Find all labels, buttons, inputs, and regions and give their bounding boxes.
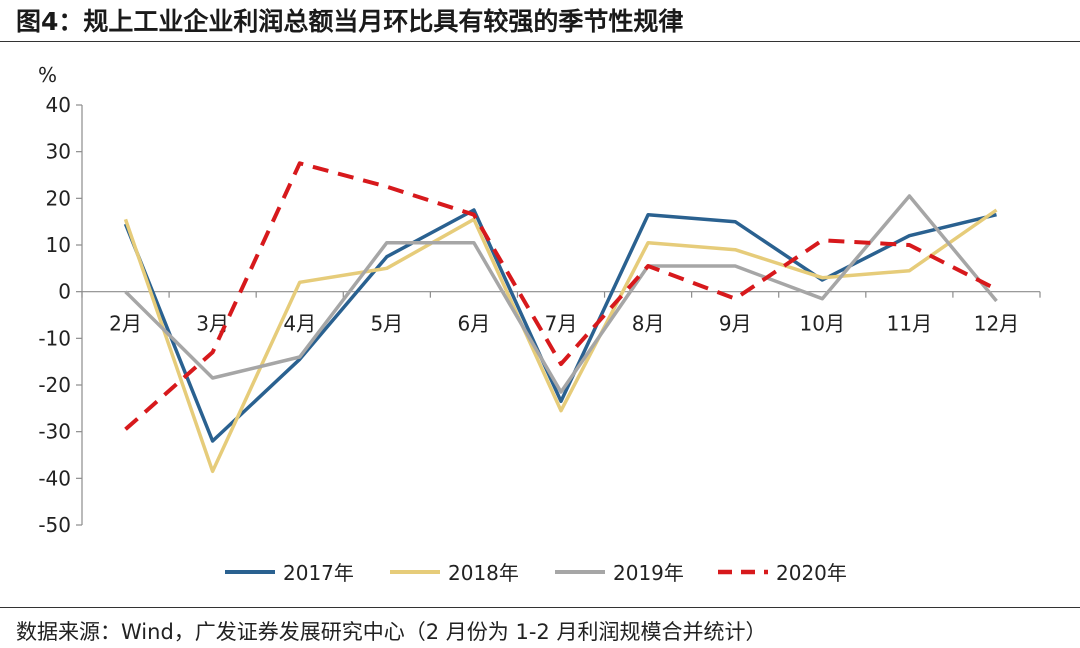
x-tick-label: 8月 [632, 312, 665, 336]
title-divider [0, 41, 1080, 42]
x-tick-label: 7月 [545, 312, 578, 336]
y-tick-label: 0 [58, 280, 71, 304]
y-axis: 40 30 20 10 0 -10 -20 -30 -40 -50 [38, 93, 83, 537]
y-tick-label: -10 [38, 326, 71, 350]
x-tick-label: 2月 [109, 312, 142, 336]
y-tick-label: -40 [38, 466, 71, 490]
x-tick-label: 12月 [974, 312, 1019, 336]
y-tick-label: -20 [38, 373, 71, 397]
series-group [123, 161, 998, 474]
x-tick-label: 6月 [458, 312, 491, 336]
y-tick-label: -50 [38, 513, 71, 537]
x-tick-label: 5月 [370, 312, 403, 336]
y-axis-label: % [38, 63, 57, 87]
x-axis: 2月 3月 4月 5月 6月 7月 8月 9月 10月 11月 12月 [81, 291, 1041, 336]
x-tick-label: 10月 [800, 312, 845, 336]
legend-label: 2017年 [283, 561, 354, 585]
x-tick-label: 11月 [887, 312, 932, 336]
source-note: 数据来源：Wind，广发证券发展研究中心（2 月份为 1-2 月利润规模合并统计… [16, 620, 767, 644]
y-tick-label: 30 [46, 140, 71, 164]
legend: 2017年 2018年 2019年 2020年 [225, 561, 847, 585]
x-tick-label: 9月 [719, 312, 752, 336]
legend-label: 2019年 [613, 561, 684, 585]
y-tick-label: 20 [46, 186, 71, 210]
x-tick-label: 4月 [283, 312, 316, 336]
title-bar: 图4：规上工业企业利润总额当月环比具有较强的季节性规律 [0, 0, 1080, 40]
source-divider [0, 607, 1080, 608]
y-tick-label: -30 [38, 420, 71, 444]
y-tick-label: 40 [46, 93, 71, 117]
chart-title: 图4：规上工业企业利润总额当月环比具有较强的季节性规律 [16, 7, 684, 36]
legend-label: 2020年 [776, 561, 847, 585]
legend-label: 2018年 [448, 561, 519, 585]
y-tick-label: 10 [46, 233, 71, 257]
